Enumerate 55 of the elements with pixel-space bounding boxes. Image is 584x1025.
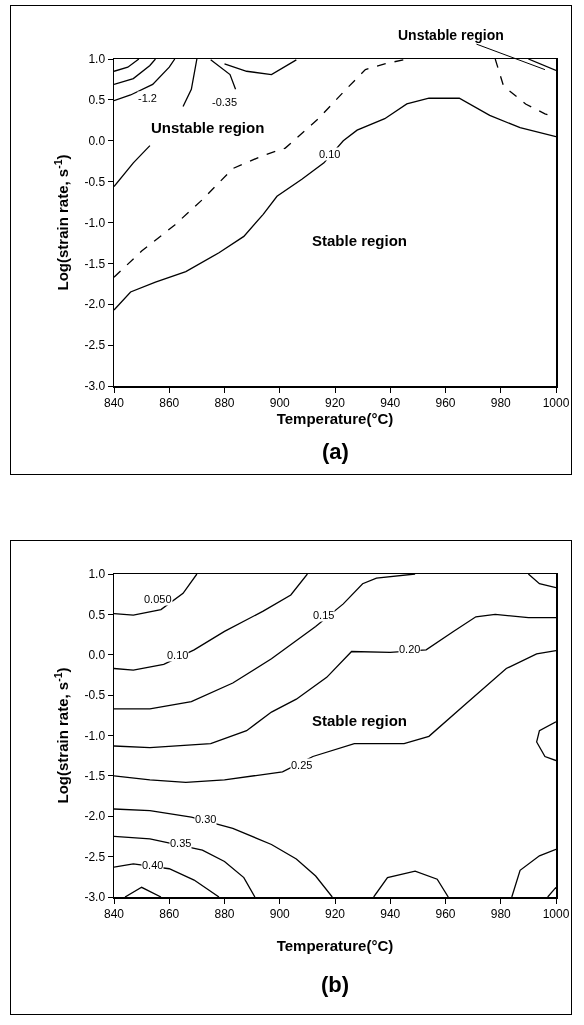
annotation: 0.40 bbox=[142, 859, 164, 871]
x-tick-label: 960 bbox=[435, 906, 456, 921]
y-tick-label: 0.5 bbox=[88, 93, 106, 108]
x-tick-label: 1000 bbox=[542, 906, 570, 921]
annotation: 0.25 bbox=[291, 759, 313, 771]
y-tick-label: -1.0 bbox=[84, 728, 106, 743]
x-tick-label: 860 bbox=[159, 395, 180, 410]
x-tick-label: 840 bbox=[103, 906, 125, 921]
x-tick-label: 1000 bbox=[542, 395, 570, 410]
x-tick-label: 940 bbox=[380, 395, 401, 410]
annotation: 0.20 bbox=[399, 643, 421, 655]
x-tick-label: 980 bbox=[490, 906, 512, 921]
annotation: Stable region bbox=[312, 712, 408, 729]
y-tick-label: 0.0 bbox=[88, 133, 106, 148]
annotation: 0.30 bbox=[195, 813, 217, 825]
text: (b) bbox=[321, 972, 350, 997]
annotation: 0.10 bbox=[319, 148, 341, 160]
annotation: 0.35 bbox=[170, 837, 192, 849]
x-tick-label: 880 bbox=[214, 395, 235, 410]
y-tick-label: -0.5 bbox=[84, 174, 106, 189]
annotation: Stable region bbox=[312, 232, 408, 249]
y-tick-label: -1.0 bbox=[84, 215, 106, 230]
y-tick-label: -2.0 bbox=[84, 809, 106, 824]
y-tick-label: -2.0 bbox=[84, 297, 106, 312]
x-tick-label: 960 bbox=[435, 395, 456, 410]
annotation: -1.2 bbox=[138, 92, 157, 104]
x-tick-label: 920 bbox=[324, 395, 346, 410]
text: (a) bbox=[322, 439, 349, 464]
annotation: 0.15 bbox=[313, 609, 335, 621]
annotation: Unstable region bbox=[398, 27, 504, 43]
annotation: 0.050 bbox=[144, 593, 172, 605]
x-tick-label: 880 bbox=[214, 906, 235, 921]
y-tick-label: 1.0 bbox=[88, 52, 106, 67]
y-tick-label: 0.5 bbox=[88, 607, 106, 622]
annotation: Unstable region bbox=[151, 119, 265, 136]
x-axis-title: Temperature(°C) bbox=[276, 936, 394, 954]
annotation: -0.35 bbox=[212, 96, 238, 108]
x-tick-label: 840 bbox=[103, 395, 125, 410]
annotation: 0.10 bbox=[167, 649, 189, 661]
x-tick-label: 900 bbox=[269, 906, 291, 921]
x-tick-label: 860 bbox=[159, 906, 180, 921]
y-tick-label: 0.0 bbox=[88, 647, 106, 662]
y-tick-label: -3.0 bbox=[84, 379, 106, 394]
y-tick-label: -1.5 bbox=[84, 769, 106, 784]
y-tick-label: 1.0 bbox=[88, 567, 106, 582]
x-tick-label: 980 bbox=[490, 395, 512, 410]
y-tick-label: -2.5 bbox=[84, 338, 106, 353]
x-tick-label: 940 bbox=[380, 906, 401, 921]
x-tick-label: 900 bbox=[269, 395, 291, 410]
x-tick-label: 920 bbox=[324, 906, 346, 921]
y-tick-label: -0.5 bbox=[84, 688, 106, 703]
y-tick-label: -3.0 bbox=[84, 890, 106, 905]
y-tick-label: -1.5 bbox=[84, 256, 106, 271]
y-tick-label: -2.5 bbox=[84, 849, 106, 864]
x-axis-title: Temperature(°C) bbox=[276, 409, 394, 427]
